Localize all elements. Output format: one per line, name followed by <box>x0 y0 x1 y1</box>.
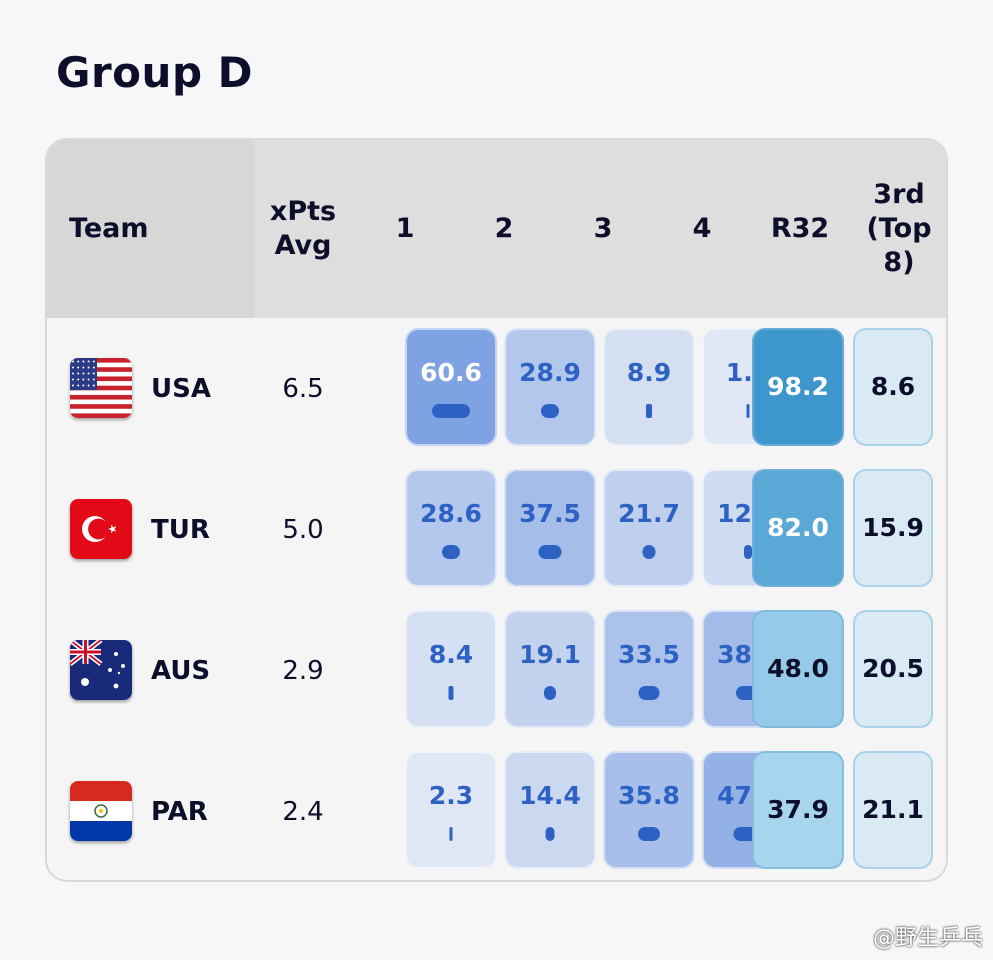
header-r32: R32 <box>770 213 830 244</box>
r32-value: 48.0 <box>767 654 829 683</box>
third-top8-value: 8.6 <box>870 372 916 401</box>
third-top8-value: 21.1 <box>862 795 924 824</box>
place-1-cell: 8.4 <box>405 610 497 728</box>
place-2-value: 37.5 <box>519 499 581 528</box>
probability-bar <box>545 827 555 841</box>
header-place-3: 3 <box>593 213 613 244</box>
third-top8-value: 20.5 <box>862 654 924 683</box>
turkey-flag-icon <box>70 499 132 559</box>
r32-cell: 48.0 <box>752 610 844 728</box>
header-third-top8: 3rd (Top 8) <box>866 179 932 278</box>
australia-flag-icon <box>70 640 132 700</box>
probability-bar <box>642 545 656 559</box>
place-3-value: 21.7 <box>618 499 680 528</box>
place-1-value: 8.4 <box>428 640 474 669</box>
r32-value: 82.0 <box>767 513 829 542</box>
probability-bar <box>538 545 562 559</box>
header-place-4: 4 <box>692 213 712 244</box>
team-code: TUR <box>151 514 210 545</box>
r32-cell: 82.0 <box>752 469 844 587</box>
probability-bar <box>646 404 652 418</box>
place-1-value: 28.6 <box>420 499 482 528</box>
team-code: AUS <box>151 655 211 686</box>
group-title: Group D <box>56 48 253 97</box>
header-xpts-avg: xPts Avg <box>269 196 337 261</box>
place-3-cell: 21.7 <box>603 469 695 587</box>
r32-value: 37.9 <box>767 795 829 824</box>
paraguay-flag-icon <box>70 781 132 841</box>
xpts-avg-value: 5.0 <box>282 514 324 545</box>
place-2-cell: 28.9 <box>504 328 596 446</box>
table-header: Team xPts Avg 1 2 3 4 R32 3rd (Top 8) <box>47 140 946 318</box>
place-2-value: 14.4 <box>519 781 581 810</box>
xpts-avg-value: 2.4 <box>282 796 324 827</box>
probability-bar <box>541 404 559 418</box>
third-top8-cell: 8.6 <box>853 328 933 446</box>
probability-bar <box>442 545 460 559</box>
place-3-cell: 35.8 <box>603 751 695 869</box>
r32-value: 98.2 <box>767 372 829 401</box>
table-row: AUS 2.9 8.4 19.1 33.5 38.9 48.0 20.5 <box>47 600 946 741</box>
usa-flag-icon <box>70 358 132 418</box>
place-1-cell: 2.3 <box>405 751 497 869</box>
third-top8-cell: 20.5 <box>853 610 933 728</box>
probability-bar <box>746 404 750 418</box>
watermark: @野生乒乓 <box>872 926 983 951</box>
probability-bar <box>744 545 752 559</box>
place-1-value: 60.6 <box>420 358 482 387</box>
table-row: USA 6.5 60.6 28.9 8.9 1.5 98.2 8.6 <box>47 318 946 459</box>
place-2-value: 19.1 <box>519 640 581 669</box>
xpts-avg-value: 6.5 <box>282 373 324 404</box>
team-code: USA <box>151 373 211 404</box>
probability-bar <box>544 686 556 700</box>
place-3-value: 8.9 <box>626 358 672 387</box>
probability-bar <box>449 827 453 841</box>
header-place-1: 1 <box>395 213 415 244</box>
header-team: Team <box>69 213 149 244</box>
third-top8-cell: 21.1 <box>853 751 933 869</box>
probability-bar <box>448 686 454 700</box>
place-3-value: 33.5 <box>618 640 680 669</box>
third-top8-cell: 15.9 <box>853 469 933 587</box>
team-code: PAR <box>151 796 208 827</box>
place-1-value: 2.3 <box>428 781 474 810</box>
xpts-avg-value: 2.9 <box>282 655 324 686</box>
r32-cell: 98.2 <box>752 328 844 446</box>
standings-table: Team xPts Avg 1 2 3 4 R32 3rd (Top 8) US… <box>45 138 948 882</box>
probability-bar <box>638 686 660 700</box>
place-2-cell: 37.5 <box>504 469 596 587</box>
probability-bar <box>432 404 470 418</box>
third-top8-value: 15.9 <box>862 513 924 542</box>
table-row: PAR 2.4 2.3 14.4 35.8 47.4 37.9 21.1 <box>47 741 946 880</box>
team-header-background <box>47 140 254 318</box>
probability-bar <box>638 827 660 841</box>
place-2-cell: 19.1 <box>504 610 596 728</box>
table-row: TUR 5.0 28.6 37.5 21.7 12.2 82.0 15.9 <box>47 459 946 600</box>
place-3-cell: 8.9 <box>603 328 695 446</box>
place-3-value: 35.8 <box>618 781 680 810</box>
r32-cell: 37.9 <box>752 751 844 869</box>
place-2-value: 28.9 <box>519 358 581 387</box>
place-1-cell: 28.6 <box>405 469 497 587</box>
place-3-cell: 33.5 <box>603 610 695 728</box>
header-place-2: 2 <box>494 213 514 244</box>
place-1-cell: 60.6 <box>405 328 497 446</box>
place-2-cell: 14.4 <box>504 751 596 869</box>
